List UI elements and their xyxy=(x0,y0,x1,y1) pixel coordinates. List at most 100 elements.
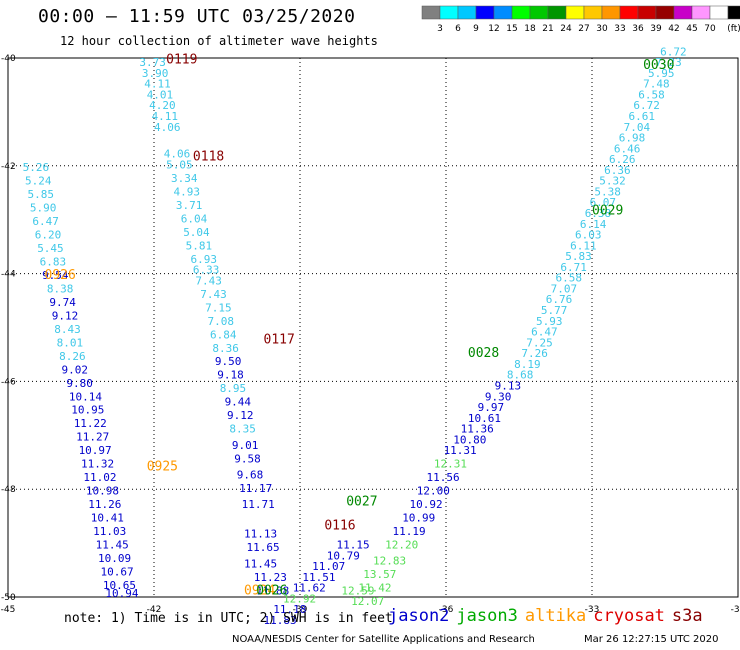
wave-height-value: 4.06 xyxy=(164,148,191,161)
y-axis-labels: -40 -42 -44 -46 -48 -50 xyxy=(1,54,16,603)
colorbar-swatch xyxy=(547,5,567,20)
wave-height-value: 11.88 xyxy=(256,584,289,597)
wave-height-value: 10.92 xyxy=(410,498,443,511)
y-tick-label: -42 xyxy=(1,162,16,172)
y-tick-label: -50 xyxy=(1,593,16,603)
x-tick-label: -45 xyxy=(1,605,16,615)
wave-height-value: 11.03 xyxy=(93,525,126,538)
y-tick-label: -48 xyxy=(1,485,16,495)
wave-height-value: 11.45 xyxy=(244,557,277,570)
wave-height-value: 9.80 xyxy=(66,377,93,390)
wave-height-value: 9.13 xyxy=(495,379,521,392)
wave-height-value: 7.25 xyxy=(526,336,553,349)
wave-height-value: 6.72 xyxy=(660,45,687,58)
wave-height-value: 6.71 xyxy=(560,261,587,274)
pass-time-label: 0116 xyxy=(324,519,355,534)
wave-height-value: 8.36 xyxy=(212,342,239,355)
wave-height-value: 6.03 xyxy=(575,229,602,242)
wave-height-value: 11.62 xyxy=(293,582,326,595)
colorbar-label: 39 xyxy=(650,24,662,34)
wave-height-value: 11.23 xyxy=(254,571,287,584)
colorbar-swatch xyxy=(421,5,441,20)
wave-height-value: 5.45 xyxy=(37,242,64,255)
colorbar: 3 6 9 12 15 18 21 24 27 30 33 36 39 42 45 70 (ft) xyxy=(421,5,740,34)
wave-height-value: 11.56 xyxy=(427,471,460,484)
wave-height-tracks: 3.733.904.114.014.204.114.064.065.053.34… xyxy=(23,45,687,627)
wave-height-value: 11.13 xyxy=(244,528,277,541)
wave-height-value: 6.07 xyxy=(590,196,617,209)
wave-height-value: 11.18 xyxy=(273,603,306,616)
legend-item-s3a: s3a xyxy=(671,606,703,626)
footer-credit: NOAA/NESDIS Center for Satellite Applica… xyxy=(232,634,535,645)
x-tick-label: -33 xyxy=(585,605,600,615)
wave-height-value: 6.26 xyxy=(609,153,636,166)
wave-height-value: 4.11 xyxy=(152,110,179,123)
colorbar-label: 42 xyxy=(668,24,679,34)
wave-height-value: 9.54 xyxy=(42,269,69,282)
wave-height-value: 10.09 xyxy=(98,552,131,565)
wave-height-value: 10.14 xyxy=(69,390,102,403)
wave-height-value: 11.19 xyxy=(392,525,425,538)
colorbar-swatch xyxy=(655,5,675,20)
wave-height-value: 9.68 xyxy=(237,468,264,481)
wave-height-value: 8.38 xyxy=(47,282,74,295)
colorbar-label: 24 xyxy=(560,24,572,34)
wave-height-value: 7.23 xyxy=(655,56,682,69)
wave-height-value: 5.85 xyxy=(27,188,54,201)
x-tick-label: -36 xyxy=(439,605,454,615)
wave-height-value: 5.05 xyxy=(166,158,193,171)
wave-height-value: 6.36 xyxy=(604,164,631,177)
y-tick-label: -46 xyxy=(1,377,16,387)
wave-height-value: 9.50 xyxy=(215,355,242,368)
wave-height-value: 7.15 xyxy=(205,301,232,314)
footer-note: note: 1) Time is in UTC; 2) SWH is in fe… xyxy=(64,611,393,626)
wave-height-value: 8.26 xyxy=(59,350,86,363)
footer-timestamp: Mar 26 12:27:15 UTC 2020 xyxy=(584,634,719,645)
colorbar-label: 3 xyxy=(437,24,443,34)
wave-height-value: 7.43 xyxy=(200,288,227,301)
legend-item-jason2: jason2 xyxy=(388,606,450,626)
map-grid xyxy=(7,57,739,598)
wave-height-value: 4.20 xyxy=(149,99,176,112)
colorbar-label: 27 xyxy=(578,24,589,34)
colorbar-label: 18 xyxy=(524,24,536,34)
wave-height-value: 5.95 xyxy=(648,67,675,80)
track-jason3-0028: 9.139.309.9710.6111.3610.8011.3112.3111.… xyxy=(358,379,521,594)
track-jason3-0030: 6.727.235.957.486.586.726.617.046.986.46… xyxy=(507,45,687,381)
wave-height-value: 12.00 xyxy=(417,485,450,498)
wave-height-value: 4.11 xyxy=(144,78,171,91)
colorbar-label: 70 xyxy=(704,24,716,34)
wave-height-value: 11.07 xyxy=(312,560,345,573)
wave-height-value: 6.58 xyxy=(638,88,665,101)
wave-height-value: 9.01 xyxy=(232,439,259,452)
legend-item-jason3: jason3 xyxy=(456,606,518,626)
wave-height-value: 10.67 xyxy=(100,565,133,578)
wave-height-value: 11.45 xyxy=(96,538,129,551)
wave-height-value: 5.77 xyxy=(541,304,568,317)
wave-height-value: 12.31 xyxy=(434,458,467,471)
colorbar-swatch xyxy=(511,5,531,20)
wave-height-value: 4.01 xyxy=(147,88,174,101)
legend-item-cryosat: cryosat xyxy=(593,606,665,626)
wave-height-value: 7.07 xyxy=(551,282,578,295)
wave-height-value: 11.27 xyxy=(76,431,109,444)
wave-height-value: 6.93 xyxy=(191,253,218,266)
wave-height-value: 7.26 xyxy=(521,347,548,360)
wave-height-value: 9.74 xyxy=(49,296,76,309)
wave-height-value: 11.15 xyxy=(337,538,370,551)
wave-height-value: 5.04 xyxy=(183,226,210,239)
wave-height-value: 9.12 xyxy=(227,409,254,422)
colorbar-swatch xyxy=(475,5,495,20)
wave-height-value: 6.20 xyxy=(35,229,62,242)
wave-height-value: 6.72 xyxy=(633,99,660,112)
wave-height-value: 11.42 xyxy=(358,582,391,595)
legend-item-altika: altika xyxy=(524,606,587,626)
wave-height-value: 7.04 xyxy=(624,121,651,134)
colorbar-label: (ft) xyxy=(727,24,740,34)
wave-height-value: 3.73 xyxy=(139,56,166,69)
colorbar-swatch xyxy=(493,5,513,20)
colorbar-swatch xyxy=(565,5,585,20)
wave-height-value: 12.92 xyxy=(283,592,316,605)
wave-height-value: 4.93 xyxy=(173,185,200,198)
wave-height-value: 7.08 xyxy=(208,315,235,328)
